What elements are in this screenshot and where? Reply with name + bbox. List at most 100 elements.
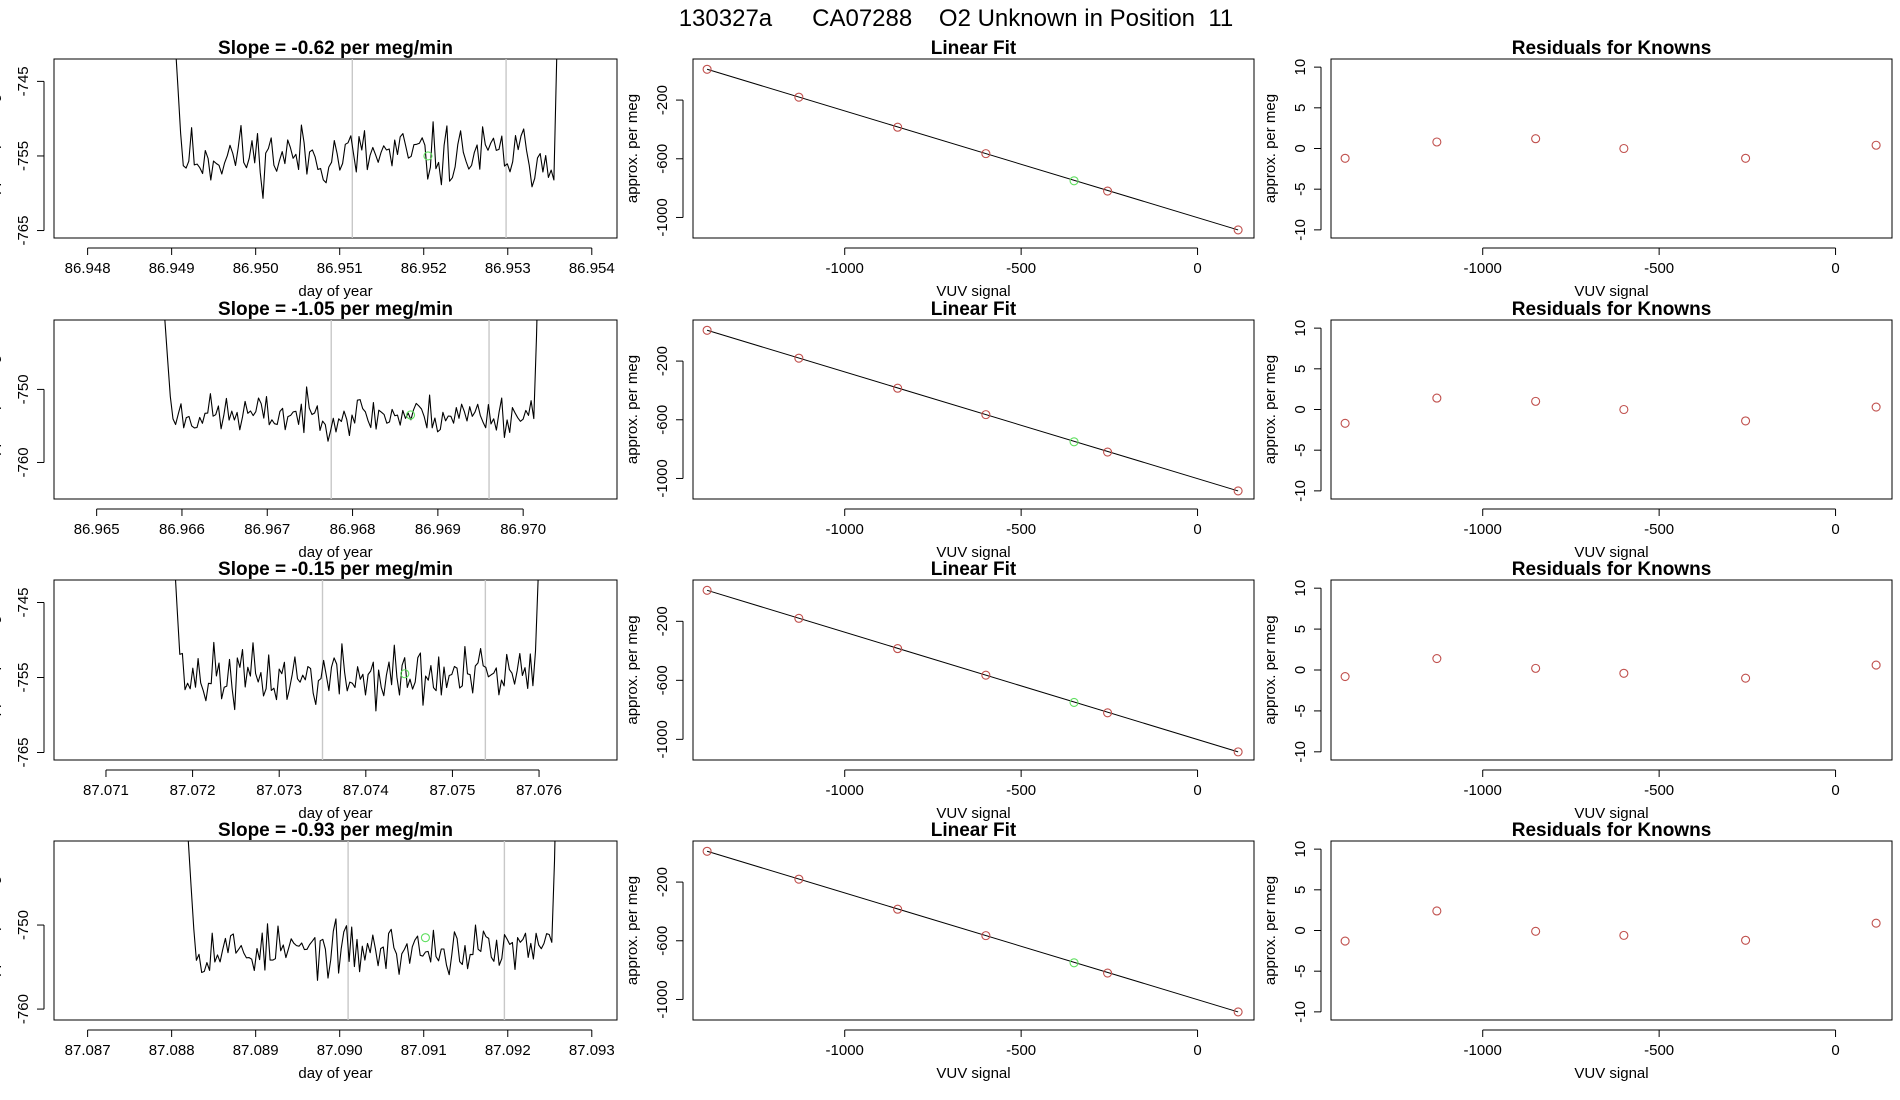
residual-point bbox=[1432, 137, 1442, 147]
x-tick-label: 87.073 bbox=[256, 782, 302, 799]
residuals-title: Residuals for Knowns bbox=[1512, 559, 1712, 580]
y-tick-label: -765 bbox=[15, 737, 32, 767]
y-axis-label: approx. per meg bbox=[1262, 876, 1279, 985]
unknown-point bbox=[423, 151, 433, 161]
x-tick-label: -1000 bbox=[826, 782, 864, 799]
x-tick-label: 87.093 bbox=[569, 1042, 615, 1059]
residual-point bbox=[1871, 140, 1881, 150]
x-tick-label: 87.087 bbox=[65, 1042, 111, 1059]
y-tick-label: 5 bbox=[1292, 886, 1309, 894]
timeseries-title: Slope = -0.93 per meg/min bbox=[218, 820, 453, 841]
known-point bbox=[1233, 486, 1243, 496]
residual-point bbox=[1340, 418, 1350, 428]
y-tick-label: -5 bbox=[1292, 965, 1309, 978]
x-axis-label: day of year bbox=[298, 544, 372, 561]
residuals-plot-frame bbox=[1330, 840, 1893, 1021]
x-tick-label: 0 bbox=[1831, 521, 1839, 538]
y-tick-label: 0 bbox=[1292, 405, 1309, 413]
y-tick-label: 0 bbox=[1292, 144, 1309, 152]
x-tick-label: 86.968 bbox=[330, 521, 376, 538]
residual-point bbox=[1619, 143, 1629, 154]
x-tick-label: 87.072 bbox=[170, 782, 216, 799]
x-tick-label: 87.071 bbox=[83, 782, 129, 799]
known-point bbox=[702, 64, 712, 74]
timeseries-panel-row-1: Slope = -0.62 per meg/min day of year appr… bbox=[0, 38, 618, 300]
known-point bbox=[794, 92, 804, 102]
fit-plot-frame bbox=[692, 319, 1255, 500]
x-tick-label: 86.948 bbox=[65, 260, 111, 277]
residual-point bbox=[1531, 396, 1541, 406]
plot-area bbox=[164, 320, 538, 499]
y-tick-label: -755 bbox=[15, 141, 32, 171]
unknown-point bbox=[1069, 437, 1079, 447]
x-tick-label: 0 bbox=[1831, 782, 1839, 799]
known-point bbox=[893, 644, 903, 654]
unknown-point bbox=[406, 410, 416, 420]
y-tick-label: -10 bbox=[1292, 219, 1309, 241]
fit-plot-frame bbox=[692, 579, 1255, 761]
timeseries-panel-row-4: Slope = -0.93 per meg/min day of year appr… bbox=[0, 820, 618, 1082]
known-point bbox=[702, 325, 712, 335]
residual-point bbox=[1432, 653, 1442, 664]
x-tick-label: 87.089 bbox=[233, 1042, 279, 1059]
fit-line bbox=[706, 850, 1239, 1013]
timeseries-panel-row-2: Slope = -1.05 per meg/min day of year appr… bbox=[0, 299, 618, 561]
y-axis-label: approx. per meg bbox=[1262, 355, 1279, 464]
fit-line bbox=[706, 589, 1239, 753]
x-tick-label: 86.965 bbox=[74, 521, 120, 538]
y-tick-label: 10 bbox=[1292, 59, 1309, 76]
y-tick-label: -760 bbox=[15, 447, 32, 477]
residuals-plot-frame bbox=[1330, 58, 1893, 239]
timeseries-plot-frame bbox=[53, 58, 618, 239]
fit-line bbox=[706, 329, 1239, 492]
x-axis-label: VUV signal bbox=[936, 544, 1010, 561]
fit-title: Linear Fit bbox=[931, 299, 1017, 320]
timeseries-title: Slope = -1.05 per meg/min bbox=[218, 299, 453, 320]
fit-title: Linear Fit bbox=[931, 559, 1017, 580]
y-axis-label: approx. per meg bbox=[0, 615, 2, 724]
known-point bbox=[794, 613, 804, 623]
y-tick-label: -5 bbox=[1292, 183, 1309, 196]
x-tick-label: 86.951 bbox=[317, 260, 363, 277]
residual-point bbox=[1619, 668, 1629, 678]
residual-point bbox=[1871, 402, 1881, 412]
y-tick-label: 0 bbox=[1292, 666, 1309, 674]
known-point bbox=[702, 585, 712, 595]
y-tick-label: -765 bbox=[15, 216, 32, 246]
residuals-title: Residuals for Knowns bbox=[1512, 38, 1712, 59]
x-tick-label: -500 bbox=[1006, 1042, 1036, 1059]
residual-point bbox=[1340, 936, 1350, 946]
y-tick-label: -600 bbox=[654, 405, 671, 435]
residuals-panel-row-3: Residuals for Knowns VUV signal approx. pe… bbox=[1262, 559, 1893, 822]
fit-title: Linear Fit bbox=[931, 820, 1017, 841]
known-point bbox=[981, 410, 991, 420]
x-tick-label: -500 bbox=[1644, 260, 1674, 277]
known-point bbox=[1103, 447, 1113, 457]
unknown-point bbox=[400, 669, 410, 679]
residual-point bbox=[1741, 416, 1751, 426]
residual-point bbox=[1531, 663, 1541, 673]
y-tick-label: -755 bbox=[15, 662, 32, 692]
known-point bbox=[1103, 708, 1113, 718]
y-axis-label: approx. per meg bbox=[0, 94, 2, 203]
y-tick-label: -10 bbox=[1292, 741, 1309, 763]
x-axis-label: day of year bbox=[298, 805, 372, 822]
x-tick-label: -1000 bbox=[826, 1042, 864, 1059]
x-tick-label: 87.092 bbox=[485, 1042, 531, 1059]
y-tick-label: -5 bbox=[1292, 444, 1309, 457]
figure-title: 130327a CA07288 O2 Unknown in Position 1… bbox=[679, 5, 1234, 32]
fit-line bbox=[706, 68, 1239, 231]
y-tick-label: -1000 bbox=[654, 459, 671, 497]
x-tick-label: 86.970 bbox=[500, 521, 546, 538]
timeseries-plot-frame bbox=[53, 579, 618, 761]
y-tick-label: 5 bbox=[1292, 365, 1309, 373]
y-axis-label: approx. per meg bbox=[624, 615, 641, 724]
y-tick-label: -1000 bbox=[654, 720, 671, 758]
x-tick-label: 0 bbox=[1193, 521, 1201, 538]
plot-area bbox=[702, 325, 1243, 496]
residuals-panel-row-4: Residuals for Knowns VUV signal approx. pe… bbox=[1262, 820, 1893, 1082]
x-tick-label: 87.088 bbox=[149, 1042, 195, 1059]
fit-plot-frame bbox=[692, 58, 1255, 239]
known-point bbox=[794, 353, 804, 363]
fit-panel-row-3: Linear Fit VUV signal approx. per meg -1000… bbox=[624, 559, 1255, 822]
